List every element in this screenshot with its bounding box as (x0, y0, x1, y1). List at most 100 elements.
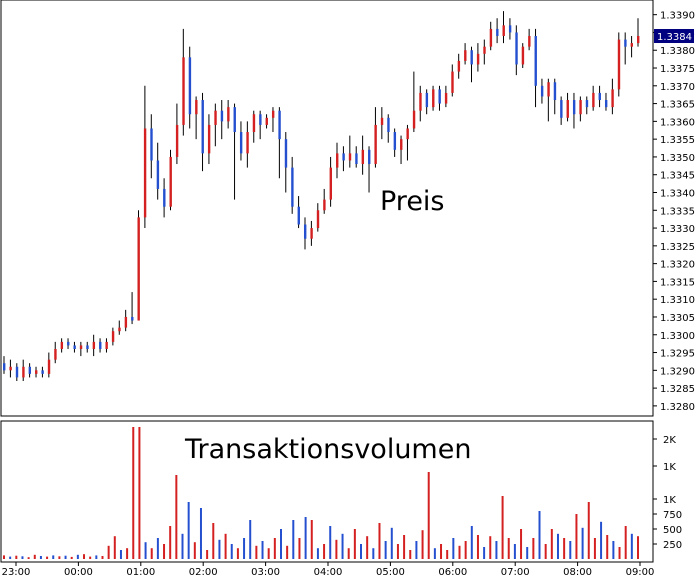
time-tick-label: 00:00 (64, 567, 93, 577)
candle-body (79, 345, 83, 349)
time-tick-label: 09:00 (626, 567, 655, 577)
volume-axis: 2K 1K 1K 750 500 250 (653, 435, 682, 551)
candle-body (380, 117, 384, 125)
candle-body (207, 124, 211, 154)
candle-body (9, 366, 12, 371)
candle-body (188, 57, 192, 115)
candle-body (604, 100, 608, 108)
candle-body (438, 89, 441, 104)
time-tick-label: 06:00 (438, 567, 467, 577)
candle-body (233, 107, 236, 133)
candle-body (515, 32, 518, 65)
volume-panel-label: Transaktionsvolumen (184, 434, 471, 465)
candle-body (496, 28, 499, 37)
price-plot-frame (0, 0, 654, 417)
candle-body (143, 128, 147, 218)
price-tick-label: 1.3340 (660, 188, 695, 199)
candle-body (86, 345, 89, 349)
candle-body (15, 366, 19, 378)
candle-body (534, 36, 537, 86)
candle-body (265, 117, 268, 125)
candle-body (342, 153, 345, 161)
candle-body (400, 139, 403, 150)
candle-body (131, 316, 134, 321)
candle-body (214, 110, 217, 125)
volume-panel: 2K 1K 1K 750 500 250 Transaktionsvolumen (0, 420, 682, 563)
price-axis: 1.33901.33851.33801.33751.33701.33651.33… (653, 11, 695, 413)
price-tick-label: 1.3380 (660, 46, 695, 57)
candle-body (310, 228, 313, 239)
time-tick-label: 08:00 (563, 567, 592, 577)
candle-body (361, 149, 365, 165)
price-tick-label: 1.3320 (660, 260, 695, 271)
current-price-background (654, 29, 694, 44)
volume-tick-label: 500 (663, 525, 682, 536)
candle-body (637, 36, 640, 44)
price-tick-label: 1.3295 (660, 349, 695, 360)
candle-body (387, 117, 390, 133)
candle-body (111, 331, 115, 342)
candle-body (73, 345, 76, 349)
candle-body (502, 25, 505, 37)
price-tick-label: 1.3390 (660, 11, 695, 22)
candle-body (99, 341, 102, 349)
candle-body (35, 370, 38, 374)
candle-body (3, 363, 6, 371)
price-tick-label: 1.3330 (660, 224, 695, 235)
candle-body (624, 39, 627, 47)
candle-body (118, 327, 121, 332)
candle-body (355, 153, 358, 165)
price-tick-label: 1.3355 (660, 135, 695, 146)
candle-body (374, 124, 377, 165)
candle-body (585, 100, 589, 108)
candle-body (220, 110, 224, 122)
candle-body (252, 114, 256, 133)
time-tick-label: 23:00 (2, 567, 31, 577)
candle-body (150, 128, 153, 161)
candles (3, 11, 640, 381)
candle-body (444, 92, 448, 104)
candle-body (451, 71, 454, 93)
current-price-label: 1.3384 (657, 32, 692, 43)
candle-body (540, 85, 544, 97)
candle-body (246, 132, 249, 154)
candle-body (41, 370, 44, 374)
candle-body (508, 25, 512, 33)
time-tick-label: 02:00 (189, 567, 218, 577)
candle-body (489, 28, 493, 47)
candle-body (566, 100, 569, 118)
candle-body (47, 359, 51, 374)
candle-body (547, 82, 550, 97)
candle-body (195, 100, 198, 115)
candle-body (105, 341, 108, 349)
candle-body (572, 100, 576, 115)
candle-body (348, 153, 352, 161)
candle-body (393, 132, 397, 150)
price-tick-label: 1.3375 (660, 64, 695, 75)
price-tick-label: 1.3280 (660, 402, 695, 413)
time-tick-label: 07:00 (501, 567, 530, 577)
candle-body (630, 43, 633, 47)
candle-body (316, 210, 320, 229)
candle-body (297, 206, 300, 225)
candle-body (406, 128, 409, 140)
price-tick-label: 1.3315 (660, 277, 695, 288)
volume-bars (3, 427, 639, 559)
candle-body (528, 36, 531, 47)
candle-body (175, 124, 179, 157)
candle-body (54, 348, 57, 360)
price-tick-label: 1.3300 (660, 331, 695, 342)
candle-body (156, 160, 160, 189)
candle-body (28, 366, 32, 374)
candle-body (291, 167, 294, 207)
candle-body (163, 188, 166, 207)
candle-body (92, 341, 96, 349)
candle-body (432, 89, 435, 108)
candle-body (124, 316, 128, 328)
candle-body (284, 139, 288, 168)
candle-body (592, 92, 595, 108)
candle-body (483, 46, 486, 54)
time-axis: 23:00 00:00 01:00 02:00 03:00 04:00 05:00 06:00… (2, 562, 655, 577)
price-tick-label: 1.3310 (660, 295, 695, 306)
candle-body (137, 217, 140, 321)
